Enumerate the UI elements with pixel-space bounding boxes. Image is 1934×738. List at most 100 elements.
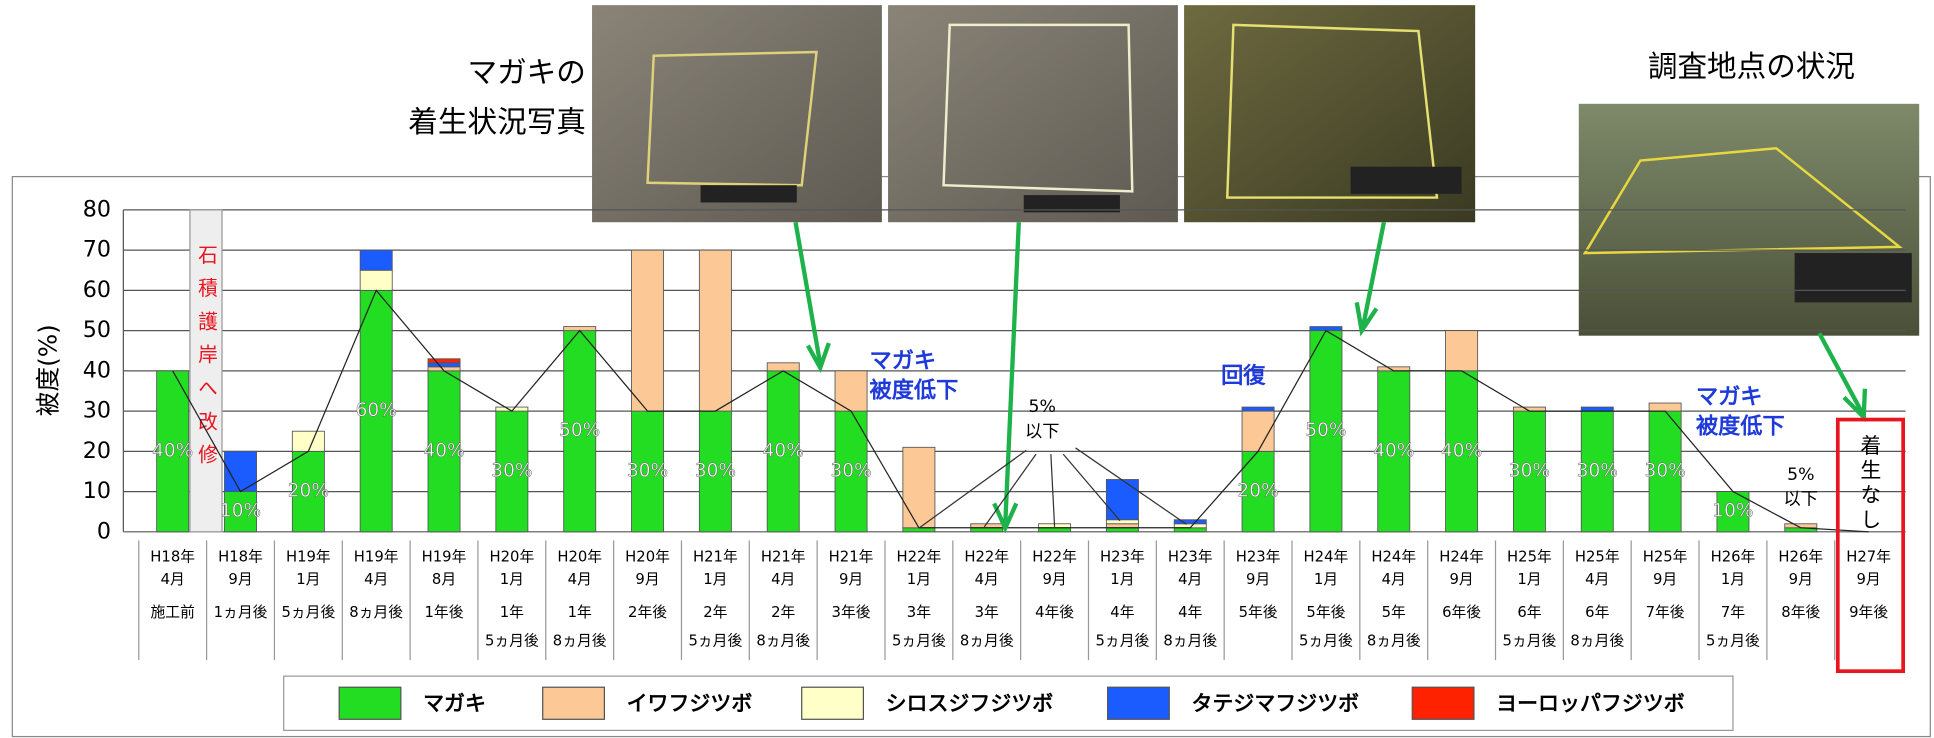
x-tick-label: H19年 — [354, 549, 399, 566]
value-label: 10% — [1712, 501, 1753, 522]
value-label: 20% — [288, 481, 329, 502]
elapsed-label: 施工前 — [150, 604, 195, 621]
value-label: 40% — [423, 440, 464, 461]
arrows — [793, 221, 1868, 534]
bar-segment — [698, 249, 732, 412]
x-tick-label: H22年 — [897, 549, 942, 566]
elapsed-label: 5年後 — [1239, 604, 1278, 621]
elapsed-label: 7年 — [1721, 604, 1745, 621]
elapsed-label: 2年後 — [628, 604, 667, 621]
elapsed-label: 3年後 — [832, 604, 871, 621]
bar-segment — [1648, 402, 1682, 412]
x-tick-label: 1月 — [296, 571, 320, 588]
elapsed-label: 7年後 — [1646, 604, 1685, 621]
x-tick-label: H24年 — [1371, 549, 1416, 566]
elapsed-label: 8ヵ月後 — [349, 604, 403, 621]
x-tick-label: 9月 — [1653, 571, 1677, 588]
bar-segment — [156, 370, 190, 533]
elapsed-label: 3年 — [907, 604, 931, 621]
x-tick-label: H22年 — [1032, 549, 1077, 566]
elapsed-label: 8ヵ月後 — [553, 633, 607, 650]
annotation: 以下 — [1025, 422, 1060, 442]
value-label: 50% — [1305, 420, 1346, 441]
bar-segment — [834, 370, 868, 412]
y-tick-label: 60 — [83, 277, 111, 303]
x-tick-label: 8月 — [432, 571, 456, 588]
x-tick-label: 4月 — [364, 571, 388, 588]
annotation: 以下 — [1784, 490, 1819, 510]
elapsed-label: 5ヵ月後 — [1299, 633, 1353, 650]
y-tick-label: 80 — [83, 196, 111, 222]
bar-segment — [427, 370, 461, 533]
x-tick-label: 9月 — [635, 571, 659, 588]
legend-swatch — [542, 686, 605, 720]
value-label: 50% — [559, 420, 600, 441]
bar-segment — [1309, 330, 1343, 533]
legend-swatch — [1106, 686, 1170, 720]
legend-label: マガキ — [423, 691, 486, 715]
elapsed-label: 5ヵ月後 — [1503, 633, 1557, 650]
bar-segment — [1716, 491, 1750, 533]
y-tick-label: 40 — [83, 357, 111, 383]
elapsed-label: 8ヵ月後 — [1367, 633, 1421, 650]
x-tick-label: H20年 — [625, 549, 670, 566]
x-tick-label: H21年 — [829, 549, 874, 566]
elapsed-label: 8年後 — [1781, 604, 1820, 621]
x-tick-label: 9月 — [839, 571, 863, 588]
site-caption: 調査地点の状況 — [1648, 50, 1855, 84]
x-tick-label: H22年 — [964, 549, 1009, 566]
x-tick-label: 9月 — [1246, 571, 1270, 588]
elapsed-label: 8ヵ月後 — [1163, 633, 1217, 650]
y-tick-label: 70 — [83, 237, 111, 263]
elapsed-label: 5ヵ月後 — [1706, 633, 1760, 650]
x-tick-label: H26年 — [1778, 549, 1823, 566]
bar-segment — [1173, 519, 1207, 525]
photos — [592, 5, 1920, 336]
elapsed-label: 1年後 — [425, 604, 464, 621]
annotation: 5% — [1029, 397, 1056, 417]
elapsed-label: 4年後 — [1035, 604, 1074, 621]
elapsed-label: 5ヵ月後 — [485, 633, 539, 650]
bar-segment — [359, 269, 393, 291]
elapsed-label: 6年後 — [1442, 604, 1481, 621]
value-label: 40% — [1441, 440, 1482, 461]
x-tick-label: H21年 — [761, 549, 806, 566]
x-tick-label: H24年 — [1439, 549, 1484, 566]
x-tick-label: H18年 — [150, 549, 195, 566]
elapsed-label: 8ヵ月後 — [960, 633, 1014, 650]
legend-label: シロスジフジツボ — [886, 691, 1054, 715]
x-tick-label: H25年 — [1575, 549, 1620, 566]
annotation: 回復 — [1221, 362, 1266, 389]
value-label: 30% — [491, 460, 532, 481]
elapsed-label: 5ヵ月後 — [688, 633, 742, 650]
value-label: 40% — [1373, 440, 1414, 461]
bar-segment — [1377, 370, 1411, 533]
x-tick-label: H20年 — [489, 549, 534, 566]
elapsed-label: 4年 — [1110, 604, 1134, 621]
elapsed-label: 2年 — [703, 604, 727, 621]
elapsed-label: 4年 — [1178, 604, 1202, 621]
x-tick-label: 1月 — [907, 571, 931, 588]
elapsed-label: 6年 — [1517, 604, 1541, 621]
x-tick-label: H25年 — [1507, 549, 1552, 566]
x-tick-label: 1月 — [703, 571, 727, 588]
value-label: 40% — [763, 440, 804, 461]
y-tick-label: 50 — [83, 317, 111, 343]
legend-label: ヨーロッパフジツボ — [1496, 691, 1685, 715]
value-label: 30% — [627, 460, 668, 481]
elapsed-label: 9年後 — [1849, 604, 1888, 621]
value-label: 30% — [830, 460, 871, 481]
bar-segment — [291, 430, 325, 452]
value-label: 30% — [1577, 460, 1618, 481]
x-tick-label: 1月 — [500, 571, 524, 588]
x-tick-label: 1月 — [1314, 571, 1338, 588]
bar-segment — [1241, 450, 1275, 533]
trend-line — [172, 289, 1869, 533]
elapsed-label: 5年 — [1382, 604, 1406, 621]
y-tick-label: 30 — [83, 398, 111, 424]
value-label: 40% — [152, 440, 193, 461]
annotation: 被度低下 — [870, 377, 959, 404]
x-tick-label: H20年 — [557, 549, 602, 566]
bar-segment — [1445, 330, 1479, 372]
bar-segment — [1105, 479, 1139, 521]
